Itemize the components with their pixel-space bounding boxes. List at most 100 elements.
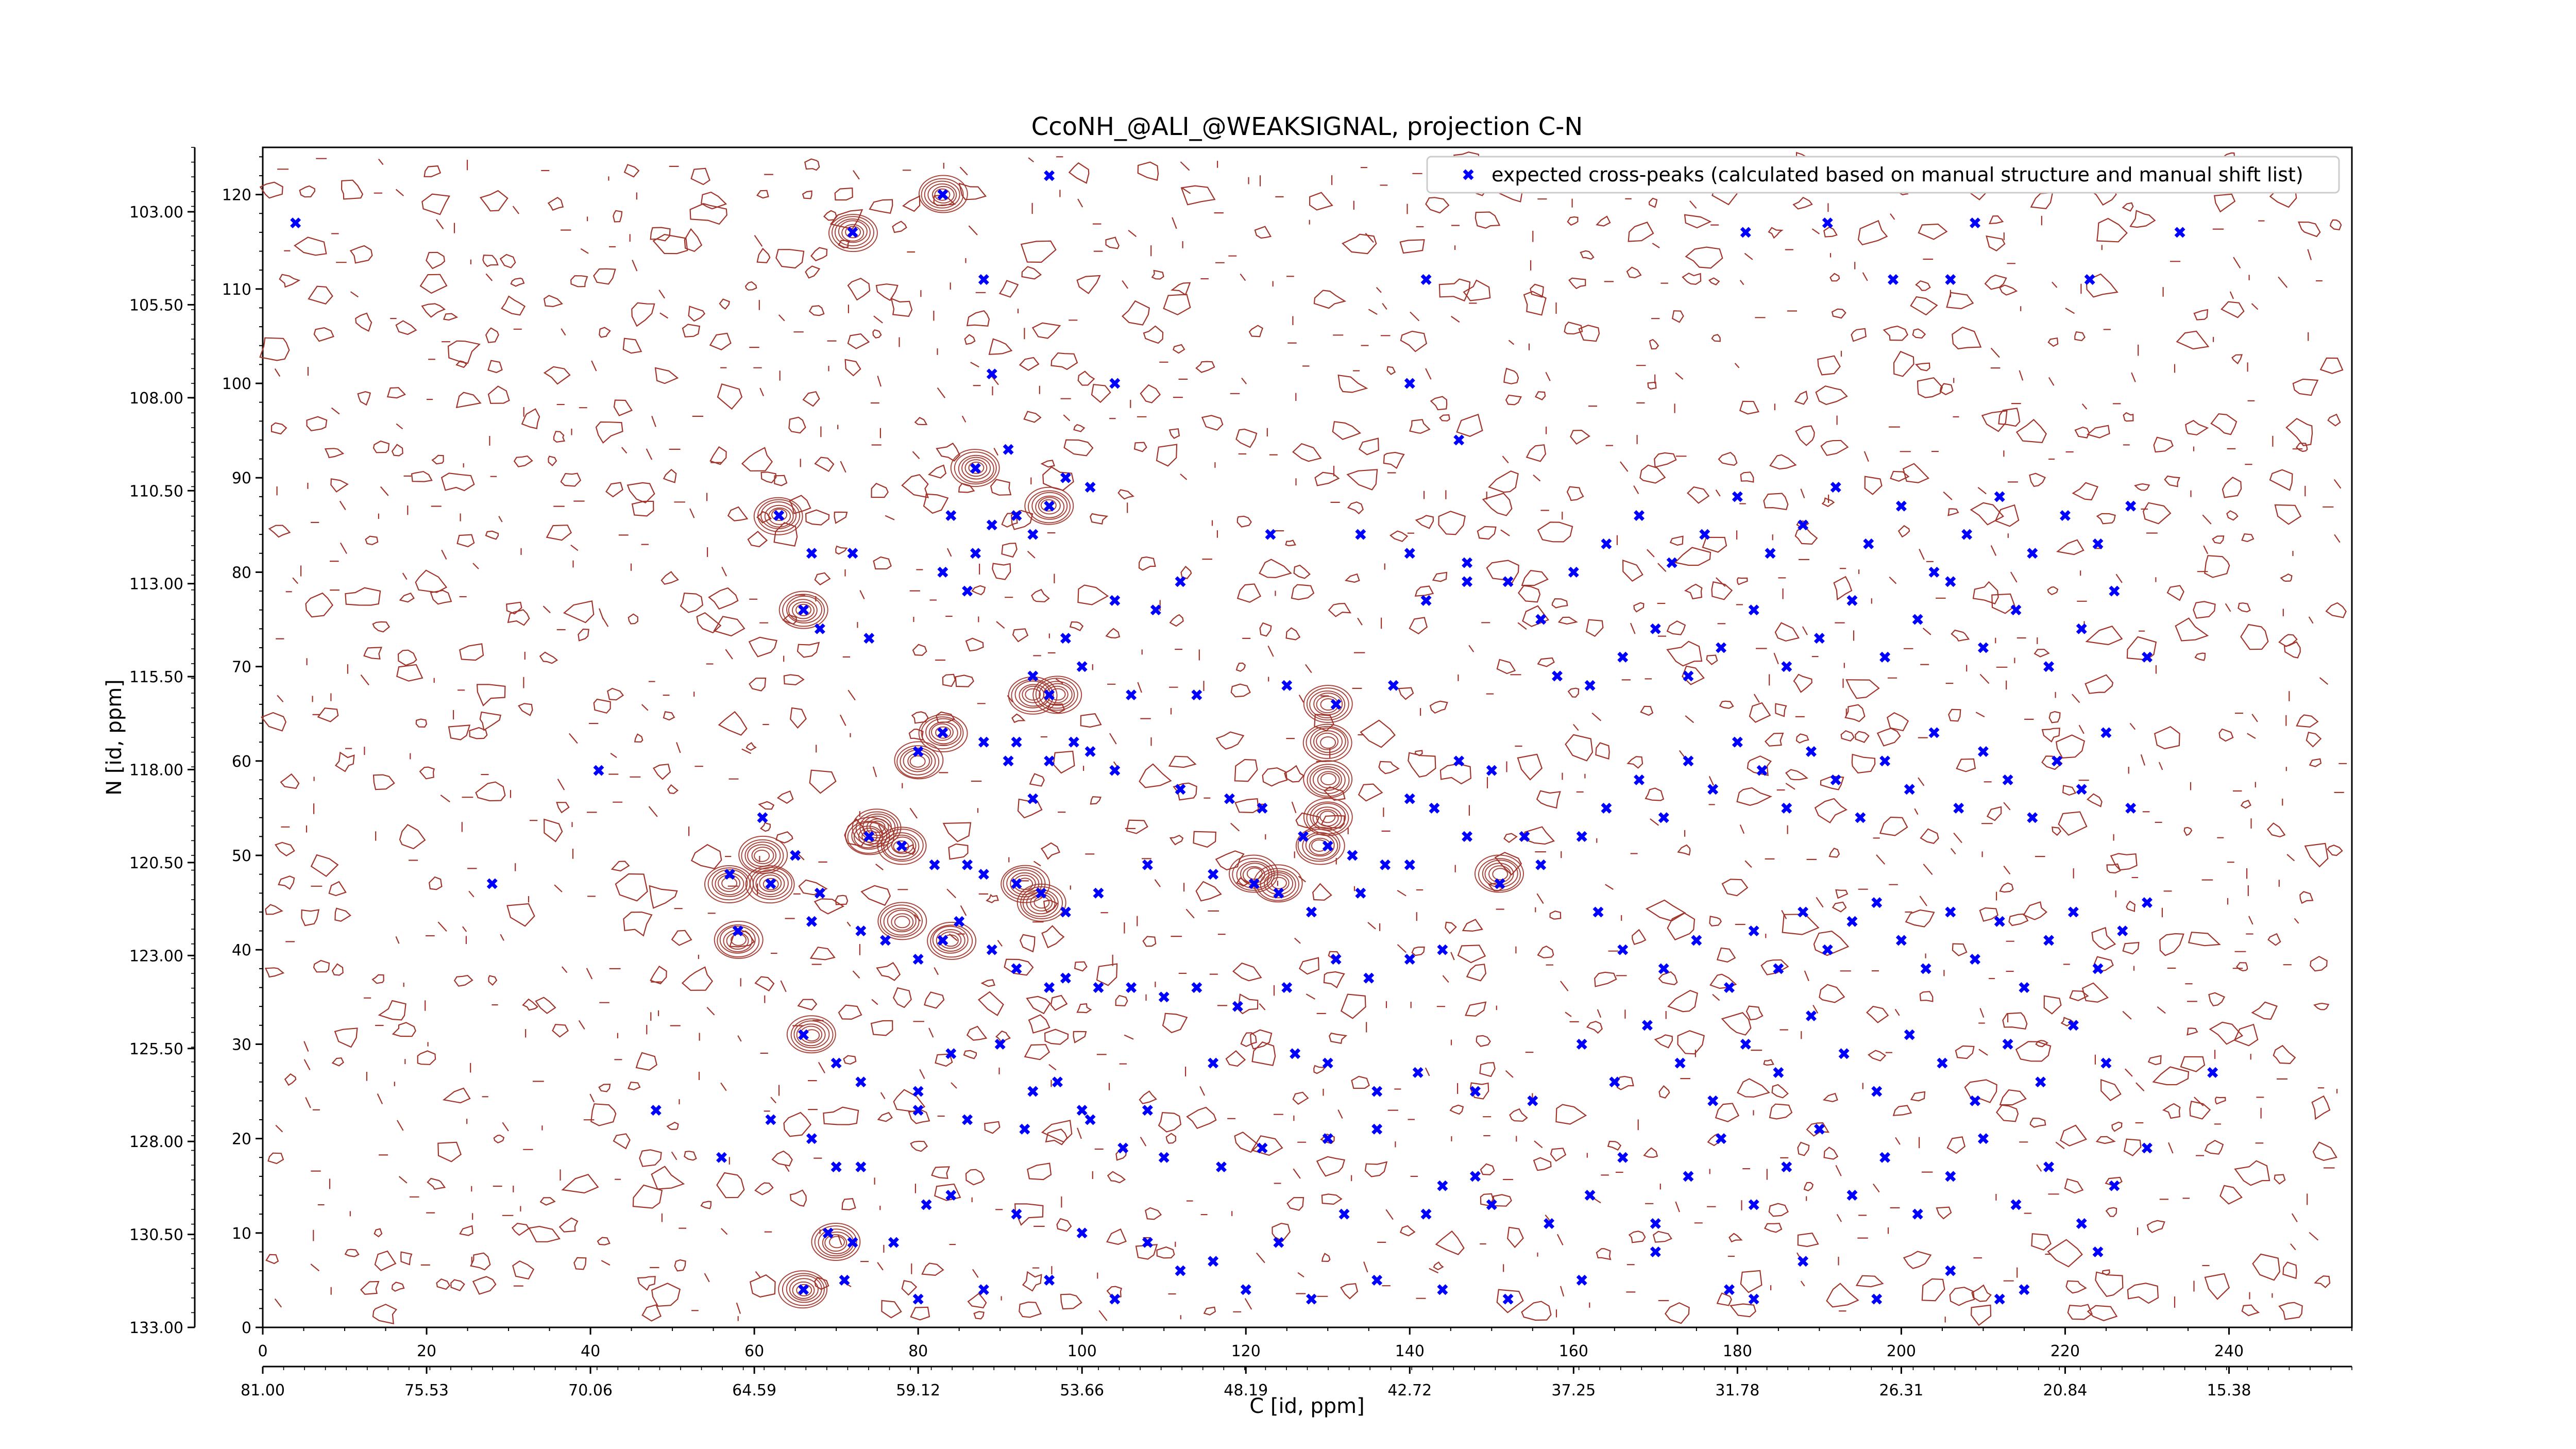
contour-blob [1918, 223, 1948, 240]
contour-blob [1076, 275, 1101, 294]
contour-blob [1986, 806, 2002, 821]
contour-blob [1845, 679, 1880, 699]
y-ppm-tick-label: 105.50 [129, 296, 183, 314]
contour-dash [554, 884, 563, 892]
contour-blob [2002, 1012, 2028, 1030]
contour-blob [2129, 210, 2156, 228]
peak-marker [1257, 1142, 1268, 1154]
contour-blob [2240, 799, 2251, 809]
contour-blob [428, 876, 443, 890]
contour-blob [1814, 798, 1848, 823]
contour-dash [1953, 832, 1962, 844]
contour-dash [1185, 908, 1195, 919]
contour-blob [973, 1311, 985, 1320]
contour-dash [784, 1165, 790, 1172]
peak-marker [1641, 1020, 1653, 1031]
peak-marker [1027, 529, 1039, 540]
contour-blob [2081, 982, 2109, 1003]
contour-dash [880, 1092, 886, 1100]
contour-blob [2180, 1056, 2206, 1072]
contour-dash [2286, 854, 2295, 862]
peak-marker [1175, 1265, 1186, 1276]
peak-marker [1838, 1048, 1850, 1059]
contour-dash [2247, 733, 2256, 739]
contour-dash [377, 1093, 383, 1104]
contour-blob [459, 1225, 473, 1236]
peak-marker [912, 1086, 924, 1097]
contour-blob [814, 457, 835, 472]
contour-blob [910, 1140, 928, 1152]
contour-blob [453, 974, 473, 987]
contour-blob [487, 360, 503, 374]
peak-marker [978, 869, 989, 880]
peak-marker [1117, 1142, 1129, 1154]
contour-blob [912, 644, 927, 656]
contour-dash [1919, 549, 1925, 560]
contour-dash [462, 926, 467, 932]
legend: expected cross-peaks (calculated based o… [1426, 156, 2340, 194]
peak-marker [1748, 1199, 1759, 1210]
contour-blob [1234, 798, 1259, 814]
contour-blob [1649, 339, 1659, 350]
contour-dash [1876, 854, 1886, 865]
contour-dash [2233, 257, 2241, 268]
contour-blob [2222, 477, 2242, 498]
contour-blob [1050, 995, 1068, 1011]
contour-peak [950, 449, 1000, 487]
contour-dash [651, 416, 656, 427]
peak-marker [798, 1029, 809, 1040]
contour-blob [754, 1182, 774, 1195]
contour-blob [419, 274, 448, 294]
peak-marker [1191, 689, 1202, 701]
peak-marker [1158, 1152, 1170, 1163]
contour-blob [892, 221, 907, 233]
contour-blob [1509, 1108, 1528, 1122]
peak-marker [1208, 1057, 1219, 1069]
contour-dash [396, 423, 403, 430]
contour-dash [1922, 628, 1931, 635]
contour-blob [1285, 627, 1301, 641]
contour-blob [2062, 785, 2077, 796]
contour-blob [684, 1151, 697, 1161]
peak-marker [814, 623, 825, 634]
contour-blob [1292, 1091, 1309, 1105]
contour-dash [1533, 474, 1541, 482]
contour-blob [1684, 214, 1712, 229]
contour-blob [2252, 1253, 2281, 1281]
contour-blob [2134, 483, 2150, 491]
contour-blob [2292, 378, 2319, 396]
contour-blob [1999, 1089, 2027, 1106]
peak-marker [1945, 576, 1956, 587]
contour-blob [681, 966, 714, 991]
contour-dash [970, 362, 979, 368]
contour-blob [1360, 719, 1396, 748]
contour-blob [611, 861, 630, 872]
peak-marker [1723, 982, 1735, 993]
contour-blob [488, 975, 498, 986]
contour-dash [1716, 577, 1726, 587]
contour-dash [704, 1273, 710, 1283]
contour-blob [2219, 1185, 2243, 1205]
peak-marker [1945, 274, 1956, 285]
contour-blob [1578, 325, 1600, 342]
contour-blob [485, 530, 499, 540]
x-ppm-tick-label: 48.19 [1224, 1381, 1268, 1400]
contour-blob [2087, 1305, 2118, 1321]
contour-dash [1919, 896, 1927, 906]
y-ppm-tick-label: 118.00 [129, 762, 183, 780]
contour-dash [1244, 1298, 1252, 1310]
contour-blob [700, 1201, 712, 1209]
x-ppm-tick-label: 64.59 [732, 1381, 776, 1400]
contour-blob [573, 1257, 587, 1270]
contour-dash [1977, 487, 1987, 495]
peak-marker [1846, 595, 1858, 606]
contour-blob [908, 1109, 930, 1124]
contour-dash [396, 1120, 404, 1131]
contour-blob [267, 1152, 284, 1165]
peak-marker [1634, 774, 1645, 785]
contour-dash [1573, 724, 1579, 731]
contour-blob [1971, 1284, 1992, 1302]
contour-blob [802, 190, 812, 199]
peak-marker [1462, 831, 1473, 842]
contour-blob [1855, 1275, 1884, 1288]
